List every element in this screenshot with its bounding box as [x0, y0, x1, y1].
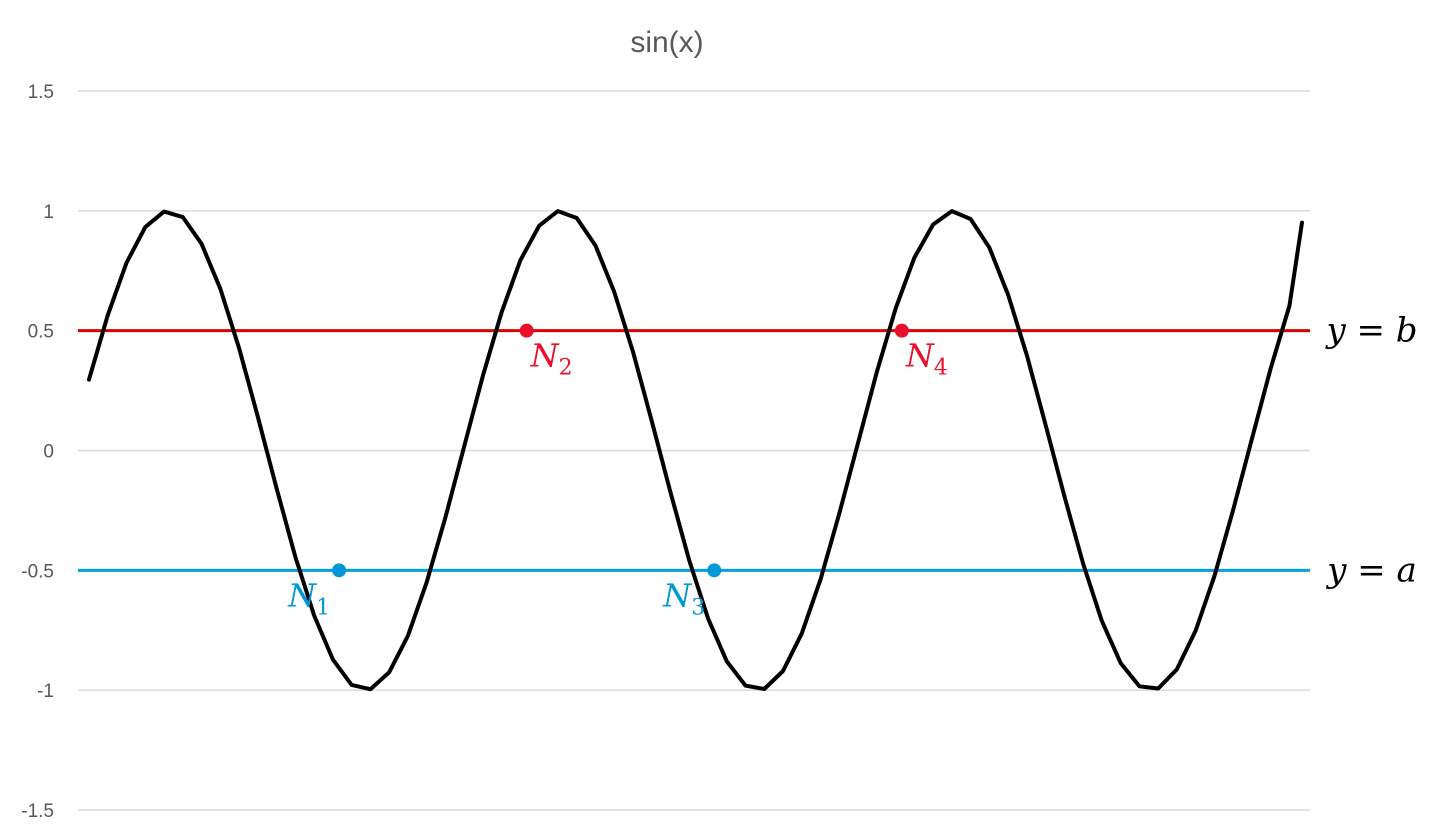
y-tick-label: -0.5	[21, 561, 54, 582]
reference-line-label: y = b	[1324, 311, 1417, 351]
point-label: N2	[530, 337, 573, 381]
y-axis-tick-labels: 1.5 1 0.5 0 -0.5 -1 -1.5	[21, 82, 54, 822]
y-tick-label: 0.5	[28, 322, 54, 343]
sine-curve-line	[87, 209, 1304, 692]
y-tick-label: -1.5	[21, 801, 54, 822]
y-tick-label: -1	[37, 681, 54, 702]
intersection-point	[332, 563, 347, 578]
intersection-point	[519, 323, 534, 338]
y-tick-label: 1	[43, 202, 54, 223]
gridlines	[78, 90, 1310, 811]
reference-line-label: y = a	[1325, 550, 1417, 590]
point-label: N4	[905, 337, 948, 381]
chart-title: sin(x)	[630, 26, 703, 59]
intersection-point	[894, 323, 909, 338]
intersection-point	[707, 563, 722, 578]
y-tick-label: 1.5	[28, 82, 54, 103]
point-label: N1	[287, 576, 330, 620]
point-label: N3	[662, 576, 705, 620]
sine-curve-layer	[87, 209, 1304, 692]
y-tick-label: 0	[43, 442, 54, 463]
intersection-points: N1 N2 N3 N4	[287, 323, 948, 620]
